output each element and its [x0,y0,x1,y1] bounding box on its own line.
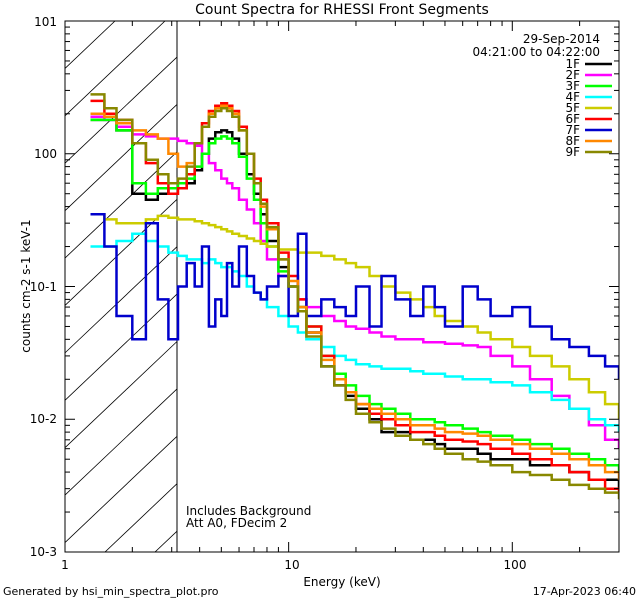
hatch-line [65,388,177,496]
background-annotation: Includes Background [186,504,311,518]
x-tick-label-100: 100 [504,558,527,572]
axis-ticks [64,20,620,553]
footer-generated-by: Generated by hsi_min_spectra_plot.pro [3,585,219,598]
y-axis-label: counts cm-2 s-1 keV-1 [19,219,33,352]
series-line-8F [90,104,619,480]
hatch-line [65,21,166,117]
chart-title: Count Spectra for RHESSI Front Segments [195,2,489,18]
series-group [90,93,619,500]
series-line-7F [90,213,619,380]
legend-label-7F: 7F [565,123,580,137]
y-tick-label-1e1: 101 [34,15,57,29]
x-tick-label-10: 10 [284,558,299,572]
attenuator-annotation: Att A0, FDecim 2 [186,516,287,530]
legend-label-6F: 6F [565,112,580,126]
legend-label-3F: 3F [565,79,580,93]
hatch-line [65,198,177,307]
x-axis-label: Energy (keV) [303,575,380,589]
time-range-label: 04:21:00 to 04:22:00 [473,45,600,59]
hatch-line [65,340,177,449]
legend-label-4F: 4F [565,90,580,104]
series-line-6F [90,99,619,493]
plot-frame [64,20,620,553]
date-label: 29-Sep-2014 [523,32,600,46]
y-tick-label-1e0: 100 [34,147,57,161]
series-line-9F [90,93,619,500]
hatch-line [65,56,177,164]
legend-label-5F: 5F [565,101,580,115]
hatch-line [65,246,177,354]
x-tick-label-1: 1 [61,558,69,572]
hatch-line [65,103,177,212]
legend-label-2F: 2F [565,68,580,82]
y-tick-label-1e-3: 10-3 [30,545,57,559]
series-line-4F [90,232,619,433]
legend-label-8F: 8F [565,134,580,148]
excluded-region-hatch [65,21,177,552]
footer-timestamp: 17-Apr-2023 06:40 [533,585,636,598]
hatch-line [65,435,177,544]
legend-label-9F: 9F [565,145,580,159]
y-tick-label-1e-1: 10-1 [30,280,57,294]
legend-label-1F: 1F [565,57,580,71]
y-tick-label-1e-2: 10-2 [30,412,57,426]
